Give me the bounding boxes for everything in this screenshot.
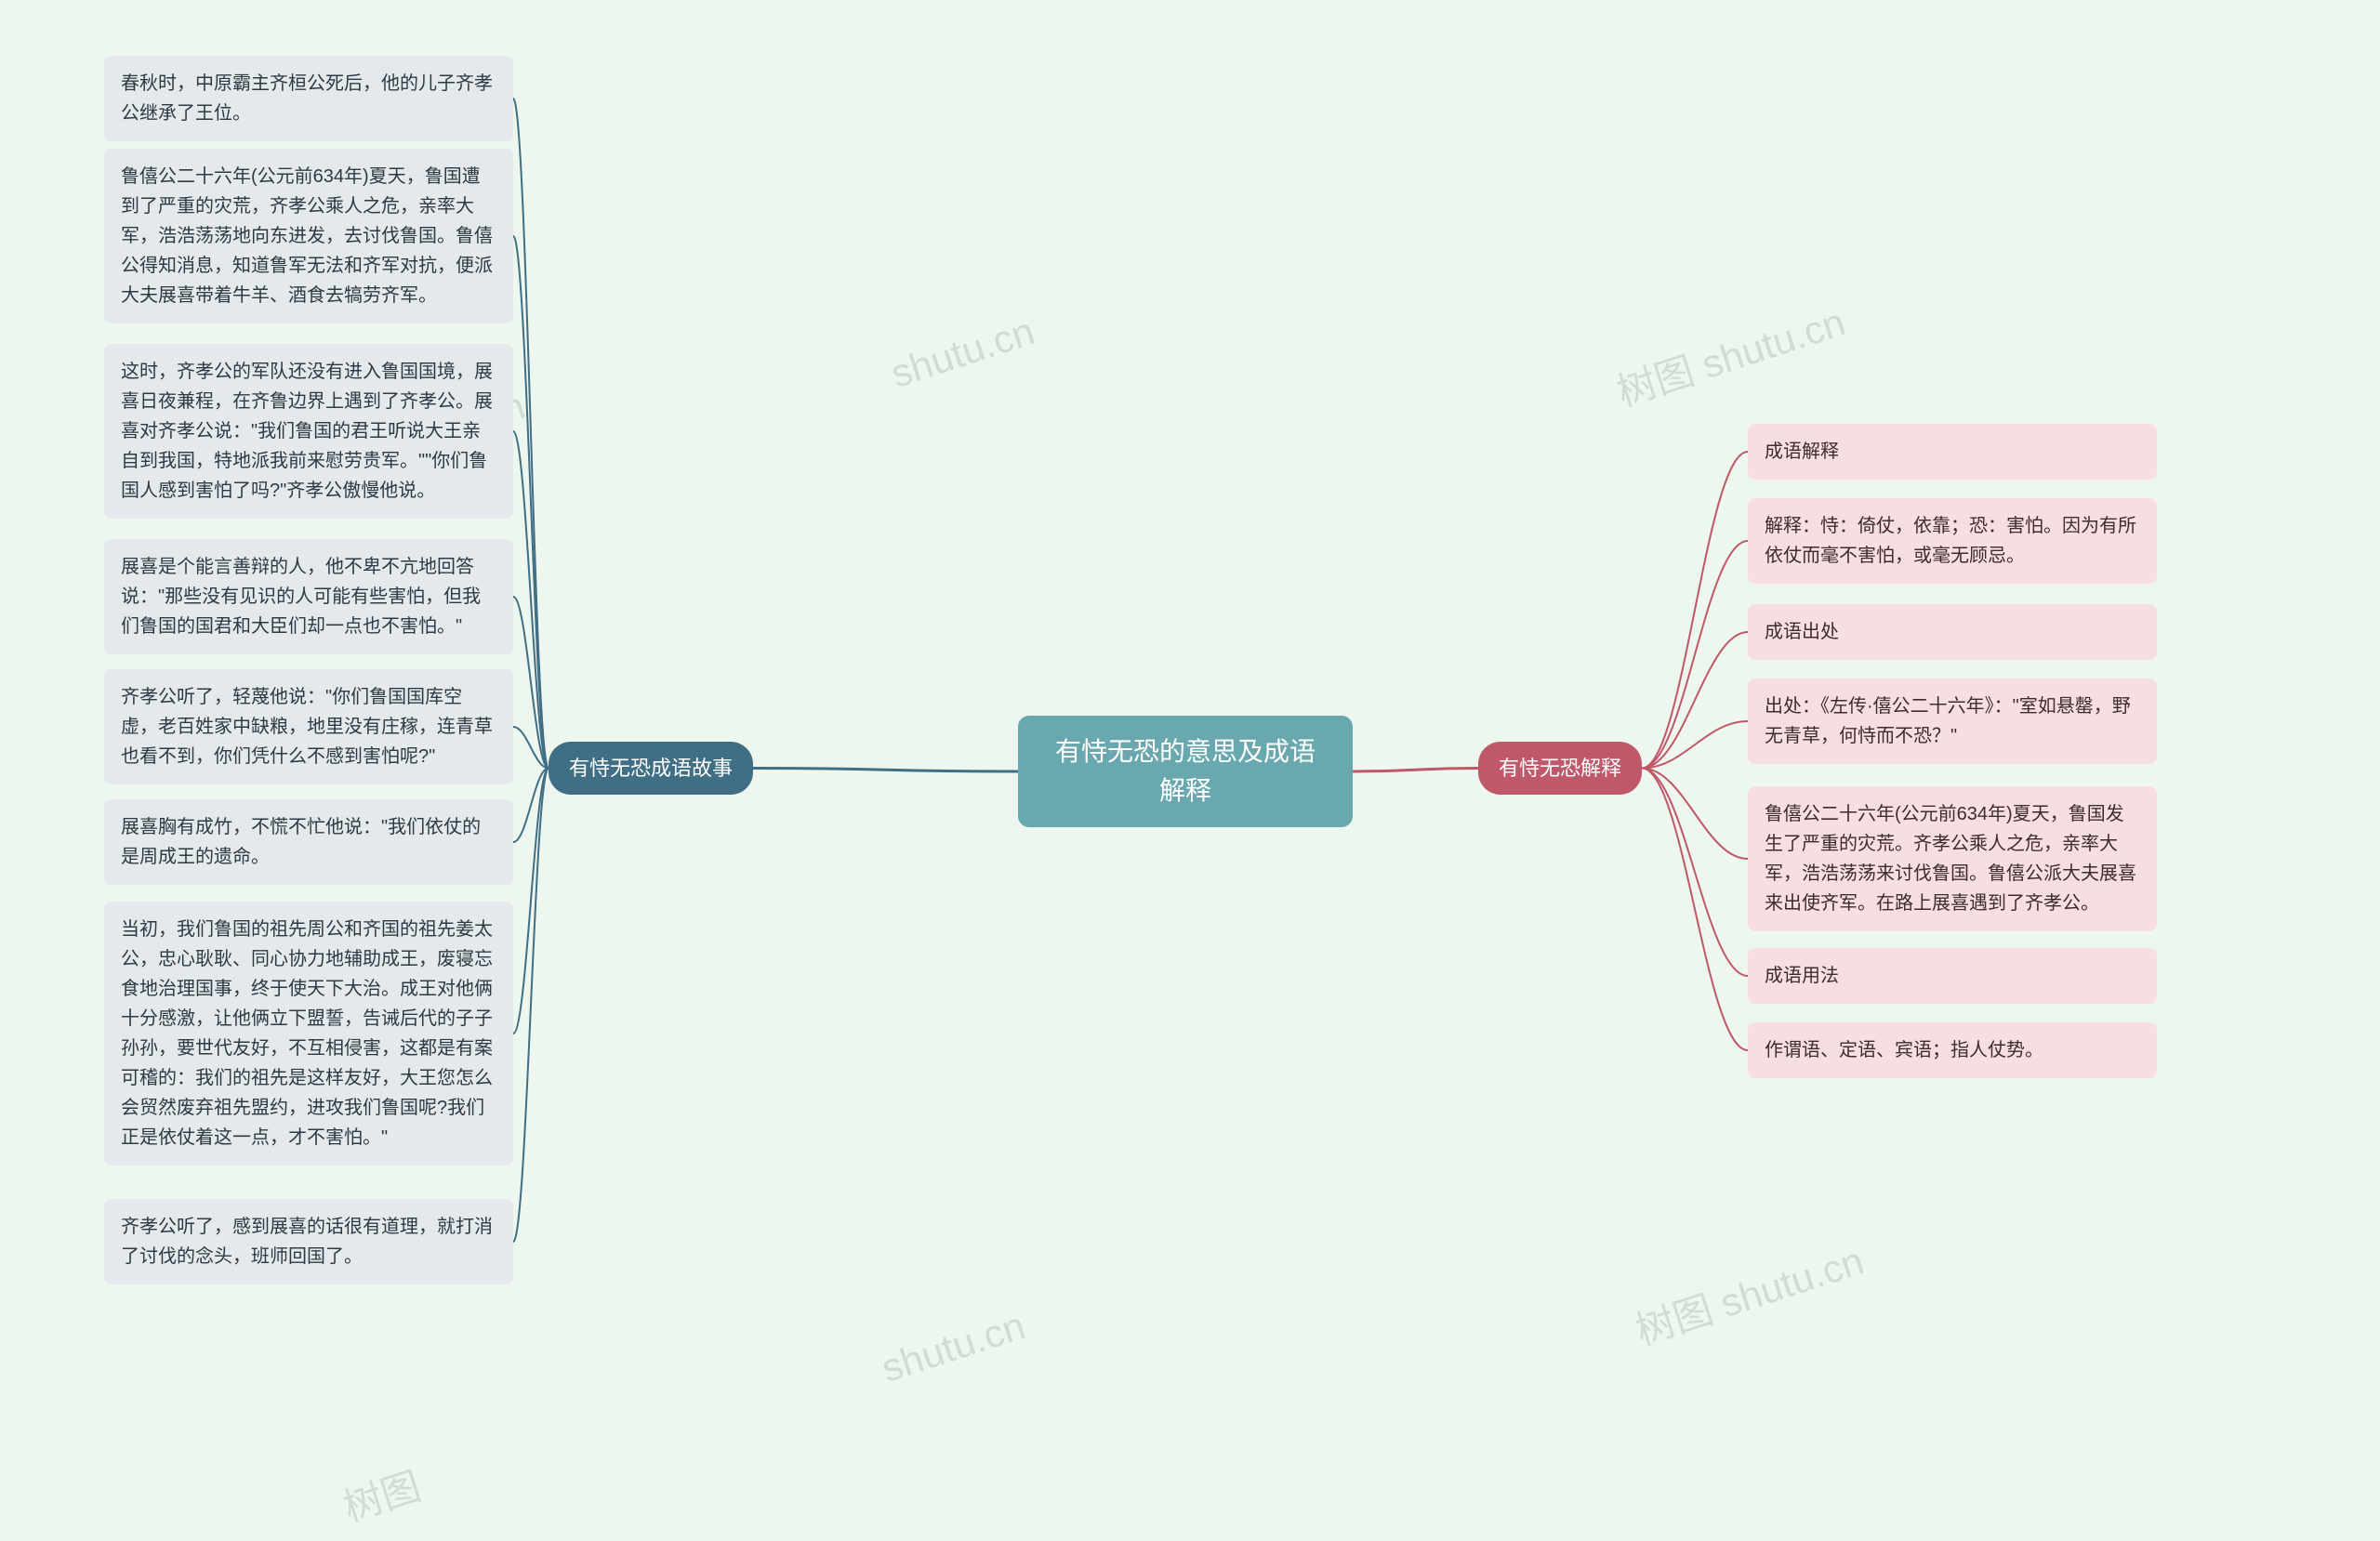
leaf-text: 当初，我们鲁国的祖先周公和齐国的祖先姜太公，忠心耿耿、同心协力地辅助成王，废寝忘… [121,915,496,1152]
leaf-text: 齐孝公听了，感到展喜的话很有道理，就打消了讨伐的念头，班师回国了。 [121,1212,496,1271]
leaf-text: 春秋时，中原霸主齐桓公死后，他的儿子齐孝公继承了王位。 [121,69,496,128]
mindmap-canvas: 树图 shutu.cn shutu.cn 树图 shutu.cn 树图 shutu.c… [0,0,2380,1541]
center-label: 有恃无恐的意思及成语解释 [1046,732,1325,810]
leaf-text: 齐孝公听了，轻蔑他说："你们鲁国国库空虚，老百姓家中缺粮，地里没有庄稼，连青草也… [121,682,496,771]
leaf-node[interactable]: 成语解释 [1748,424,2157,480]
leaf-node[interactable]: 鲁僖公二十六年(公元前634年)夏天，鲁国遭到了严重的灾荒，齐孝公乘人之危，亲率… [104,149,513,323]
left-branch-label: 有恃无恐成语故事 [569,753,733,784]
leaf-node[interactable]: 当初，我们鲁国的祖先周公和齐国的祖先姜太公，忠心耿耿、同心协力地辅助成王，废寝忘… [104,902,513,1166]
leaf-node[interactable]: 成语出处 [1748,604,2157,660]
leaf-text: 鲁僖公二十六年(公元前634年)夏天，鲁国遭到了严重的灾荒，齐孝公乘人之危，亲率… [121,162,496,310]
right-branch-node[interactable]: 有恃无恐解释 [1478,742,1642,795]
watermark: shutu.cn [877,1303,1031,1391]
watermark: 树图 shutu.cn [1609,291,1852,418]
leaf-text: 展喜胸有成竹，不慌不忙他说："我们依仗的是周成王的遗命。 [121,812,496,872]
leaf-node[interactable]: 作谓语、定语、宾语；指人仗势。 [1748,1022,2157,1078]
leaf-node[interactable]: 这时，齐孝公的军队还没有进入鲁国国境，展喜日夜兼程，在齐鲁边界上遇到了齐孝公。展… [104,344,513,519]
watermark: shutu.cn [886,309,1040,397]
leaf-text: 出处：《左传·僖公二十六年》："室如悬罄，野无青草，何恃而不恐？" [1765,691,2140,751]
leaf-text: 作谓语、定语、宾语；指人仗势。 [1765,1035,2043,1065]
leaf-text: 解释：恃：倚仗，依靠；恐：害怕。因为有所依仗而毫不害怕，或毫无顾忌。 [1765,511,2140,571]
leaf-node[interactable]: 出处：《左传·僖公二十六年》："室如悬罄，野无青草，何恃而不恐？" [1748,678,2157,764]
leaf-node[interactable]: 解释：恃：倚仗，依靠；恐：害怕。因为有所依仗而毫不害怕，或毫无顾忌。 [1748,498,2157,584]
watermark: 树图 [336,1455,428,1534]
right-branch-label: 有恃无恐解释 [1499,753,1621,784]
left-branch-node[interactable]: 有恃无恐成语故事 [549,742,753,795]
leaf-text: 成语出处 [1765,617,1839,647]
watermark: 树图 shutu.cn [1628,1230,1871,1357]
leaf-text: 成语用法 [1765,961,1839,991]
leaf-text: 展喜是个能言善辩的人，他不卑不亢地回答说："那些没有见识的人可能有些害怕，但我们… [121,552,496,641]
leaf-text: 鲁僖公二十六年(公元前634年)夏天，鲁国发生了严重的灾荒。齐孝公乘人之危，亲率… [1765,799,2140,918]
center-node[interactable]: 有恃无恐的意思及成语解释 [1018,716,1353,827]
leaf-node[interactable]: 展喜是个能言善辩的人，他不卑不亢地回答说："那些没有见识的人可能有些害怕，但我们… [104,539,513,654]
leaf-node[interactable]: 成语用法 [1748,948,2157,1004]
leaf-text: 成语解释 [1765,437,1839,467]
leaf-node[interactable]: 展喜胸有成竹，不慌不忙他说："我们依仗的是周成王的遗命。 [104,799,513,885]
leaf-node[interactable]: 春秋时，中原霸主齐桓公死后，他的儿子齐孝公继承了王位。 [104,56,513,141]
leaf-node[interactable]: 齐孝公听了，轻蔑他说："你们鲁国国库空虚，老百姓家中缺粮，地里没有庄稼，连青草也… [104,669,513,784]
leaf-text: 这时，齐孝公的军队还没有进入鲁国国境，展喜日夜兼程，在齐鲁边界上遇到了齐孝公。展… [121,357,496,506]
leaf-node[interactable]: 鲁僖公二十六年(公元前634年)夏天，鲁国发生了严重的灾荒。齐孝公乘人之危，亲率… [1748,786,2157,931]
leaf-node[interactable]: 齐孝公听了，感到展喜的话很有道理，就打消了讨伐的念头，班师回国了。 [104,1199,513,1284]
